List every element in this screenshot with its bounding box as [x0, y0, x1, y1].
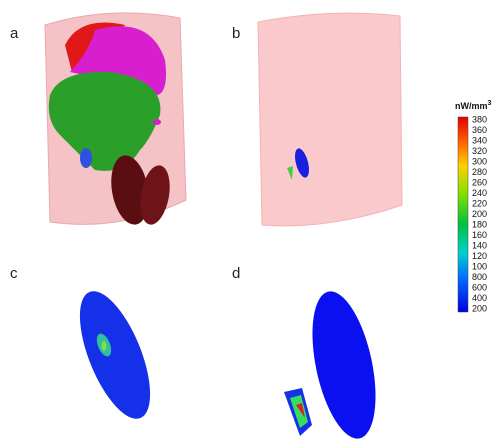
- colorbar-labels: 3803603403203002802602402202001801601401…: [472, 114, 487, 313]
- colorbar-label: 240: [472, 188, 487, 198]
- colorbar-label: 200: [472, 209, 487, 219]
- figure: nW/mm3 380360340320300280260240220200180…: [0, 0, 499, 439]
- panel-d-render: [284, 286, 387, 439]
- colorbar: [458, 117, 468, 312]
- colorbar-unit: nW/mm3: [455, 100, 492, 112]
- panel-label: c: [10, 265, 18, 282]
- colorbar-label: 600: [472, 282, 487, 292]
- panel-label: a: [10, 25, 19, 42]
- panel-label: d: [232, 265, 240, 282]
- colorbar-label: 800: [472, 272, 487, 282]
- colorbar-label: 120: [472, 251, 487, 261]
- colorbar-label: 280: [472, 167, 487, 177]
- colorbar-label: 340: [472, 135, 487, 145]
- colorbar-label: 100: [472, 261, 487, 271]
- colorbar-label: 300: [472, 156, 487, 166]
- panel-b-render: [258, 13, 402, 226]
- colorbar-label: 200: [472, 303, 487, 313]
- colorbar-label: 320: [472, 146, 487, 156]
- colorbar-label: 380: [472, 114, 487, 124]
- colorbar-label: 400: [472, 293, 487, 303]
- colorbar-label: 160: [472, 230, 487, 240]
- panel-label: b: [232, 25, 240, 42]
- colorbar-label: 180: [472, 219, 487, 229]
- panel-c-render: [65, 282, 164, 428]
- colorbar-label: 220: [472, 198, 487, 208]
- colorbar-label: 360: [472, 125, 487, 135]
- panel-a-render: [45, 13, 186, 228]
- colorbar-label: 140: [472, 240, 487, 250]
- colorbar-label: 260: [472, 177, 487, 187]
